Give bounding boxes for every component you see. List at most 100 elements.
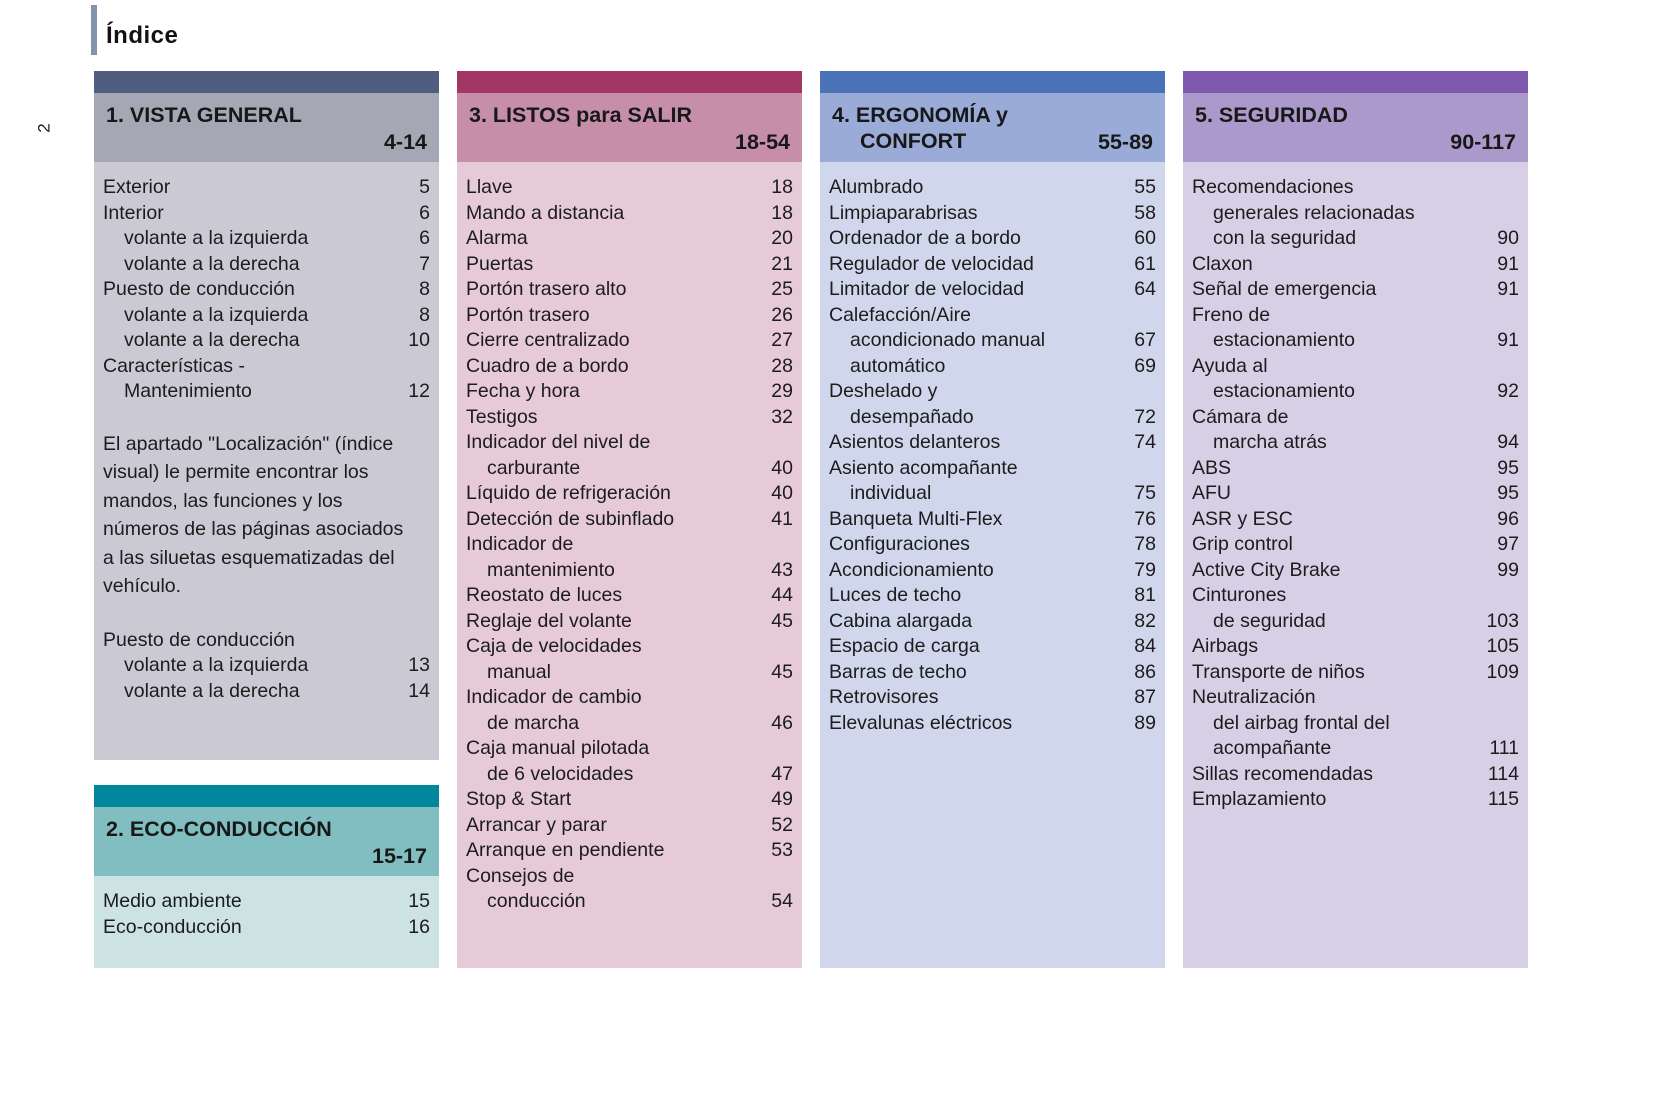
toc-entry-label: de 6 velocidades: [487, 762, 634, 785]
toc-entry-page: 74: [1134, 431, 1156, 453]
toc-columns: 1. VISTA GENERAL 4-14 Exterior 5 Interior 6…: [94, 71, 1528, 968]
toc-row: Caja manual pilotada: [466, 736, 793, 762]
toc-row: Arranque en pendiente 53: [466, 838, 793, 864]
toc-entry-label: conducción: [487, 890, 586, 912]
toc-row: acompañante 111: [1192, 736, 1519, 762]
toc-entry-page: 6: [419, 201, 430, 224]
section-topbar: [457, 71, 802, 93]
intro-paragraph: El apartado "Localización" (índice visua…: [103, 432, 404, 598]
toc-entry-label: volante a la derecha: [124, 679, 300, 702]
toc-row: Active City Brake 99: [1192, 558, 1519, 584]
toc-entry-page: 97: [1497, 533, 1519, 555]
toc-row: Retrovisores 87: [829, 685, 1156, 711]
toc-entry-label: Acondicionamiento: [829, 558, 994, 581]
toc-row: marcha atrás 94: [1192, 430, 1519, 456]
toc-entry-page: 18: [771, 176, 793, 198]
toc-entry-page: 91: [1497, 252, 1519, 275]
toc-entry-label: Detección de subinflado: [466, 507, 675, 530]
toc-entry-label: Reglaje del volante: [466, 609, 632, 632]
toc-entry-page: 14: [408, 679, 430, 702]
toc-entry-label: Llave: [466, 176, 513, 198]
toc-entry-label: Freno de: [1192, 303, 1271, 326]
toc-entry-page: 79: [1134, 558, 1156, 581]
toc-entry-label: Emplazamiento: [1192, 788, 1327, 810]
toc-entry-label: AFU: [1192, 482, 1231, 504]
toc-entry-label: Caja manual pilotada: [466, 737, 650, 759]
toc-entry-label: Neutralización: [1192, 686, 1316, 708]
section-ergonomia-confort: 4. ERGONOMÍA y CONFORT 55-89 Alumbrado 55…: [820, 71, 1165, 968]
toc-entry-label: con la seguridad: [1213, 227, 1357, 249]
section-header: 4. ERGONOMÍA y CONFORT 55-89: [820, 93, 1165, 162]
toc-row: Espacio de carga 84: [829, 634, 1156, 660]
toc-row: Emplazamiento 115: [1192, 787, 1519, 813]
toc-entry-label: individual: [850, 482, 932, 504]
toc-entry-label: estacionamiento: [1213, 380, 1356, 402]
toc-entry-page: 86: [1134, 660, 1156, 683]
toc-entry-page: 115: [1487, 788, 1519, 810]
toc-entry-page: 26: [771, 303, 793, 326]
toc-row: del airbag frontal del: [1192, 711, 1519, 737]
toc-row: volante a la derecha 14: [103, 679, 430, 705]
toc-entry-label: Grip control: [1192, 533, 1293, 555]
toc-entry-label: marcha atrás: [1213, 431, 1327, 453]
toc-entry-page: 95: [1497, 482, 1519, 504]
section-listos-para-salir: 3. LISTOS para SALIR 18-54 Llave 18 Mando …: [457, 71, 802, 968]
toc-entry-page: 20: [771, 227, 793, 249]
toc-row: Airbags 105: [1192, 634, 1519, 660]
toc-entry-page: 21: [771, 252, 793, 275]
toc-row: Asiento acompañante: [829, 456, 1156, 482]
toc-row: desempañado 72: [829, 405, 1156, 431]
toc-entry-label: Elevalunas eléctricos: [829, 711, 1013, 734]
toc-row: Freno de: [1192, 303, 1519, 329]
toc-entry-page: 13: [408, 654, 430, 676]
toc-row: Alumbrado 55: [829, 175, 1156, 201]
toc-entry-page: 7: [419, 252, 430, 275]
toc-entry-page: 75: [1134, 482, 1156, 504]
toc-entry-label: Líquido de refrigeración: [466, 482, 671, 504]
section-body: Llave 18 Mando a distancia 18 Alarma 20 Puerta…: [457, 162, 802, 968]
toc-entry-page: 28: [771, 354, 793, 377]
toc-entry-label: automático: [850, 354, 946, 377]
toc-entry-label: Recomendaciones: [1192, 176, 1354, 198]
toc-row: volante a la izquierda 8: [103, 303, 430, 329]
toc-entry-page: 45: [771, 660, 793, 683]
toc-row: Neutralización: [1192, 685, 1519, 711]
toc-row: Barras de techo 86: [829, 660, 1156, 686]
toc-entry-label: Espacio de carga: [829, 635, 980, 657]
title-accent-bar: [91, 5, 97, 55]
toc-entry-page: 103: [1486, 609, 1519, 632]
toc-entry-page: 89: [1134, 711, 1156, 734]
toc-row: estacionamiento 92: [1192, 379, 1519, 405]
toc-entry-label: Puesto de conducción: [103, 278, 295, 300]
section-topbar: [1183, 71, 1528, 93]
section-vista-general: 1. VISTA GENERAL 4-14 Exterior 5 Interior 6…: [94, 71, 439, 760]
toc-entry-label: Alumbrado: [829, 176, 924, 198]
toc-row: Portón trasero alto 25: [466, 277, 793, 303]
toc-entry-label: Testigos: [466, 405, 538, 428]
toc-entry-label: Exterior: [103, 176, 171, 198]
toc-entry-label: Reostato de luces: [466, 584, 623, 606]
toc-entry-label: Cuadro de a bordo: [466, 354, 629, 377]
toc-row: Características -: [103, 354, 430, 380]
toc-entry-label: Asientos delanteros: [829, 431, 1001, 453]
section-topbar: [94, 785, 439, 807]
toc-entry-label: Asiento acompañante: [829, 456, 1018, 479]
section-header: 1. VISTA GENERAL 4-14: [94, 93, 439, 162]
section-title: 3. LISTOS para SALIR: [469, 103, 693, 127]
toc-entry-page: 43: [771, 558, 793, 581]
toc-row: Indicador del nivel de: [466, 430, 793, 456]
toc-rows: Puesto de conducción volante a la izquier…: [103, 628, 430, 705]
toc-entry-label: Barras de techo: [829, 660, 967, 683]
toc-row: Eco-conducción 16: [103, 915, 430, 941]
toc-entry-page: 5: [419, 176, 430, 198]
toc-entry-label: Cinturones: [1192, 584, 1287, 606]
toc-row: Indicador de cambio: [466, 685, 793, 711]
toc-entry-label: Eco-conducción: [103, 915, 242, 938]
toc-row: ASR y ESC 96: [1192, 507, 1519, 533]
toc-row: Cabina alargada 82: [829, 609, 1156, 635]
toc-entry-page: 54: [771, 890, 793, 912]
toc-row: volante a la derecha 10: [103, 328, 430, 354]
section-body: Exterior 5 Interior 6 volante a la izquierda…: [94, 162, 439, 760]
toc-row: Caja de velocidades: [466, 634, 793, 660]
toc-entry-label: Indicador de: [466, 533, 574, 555]
